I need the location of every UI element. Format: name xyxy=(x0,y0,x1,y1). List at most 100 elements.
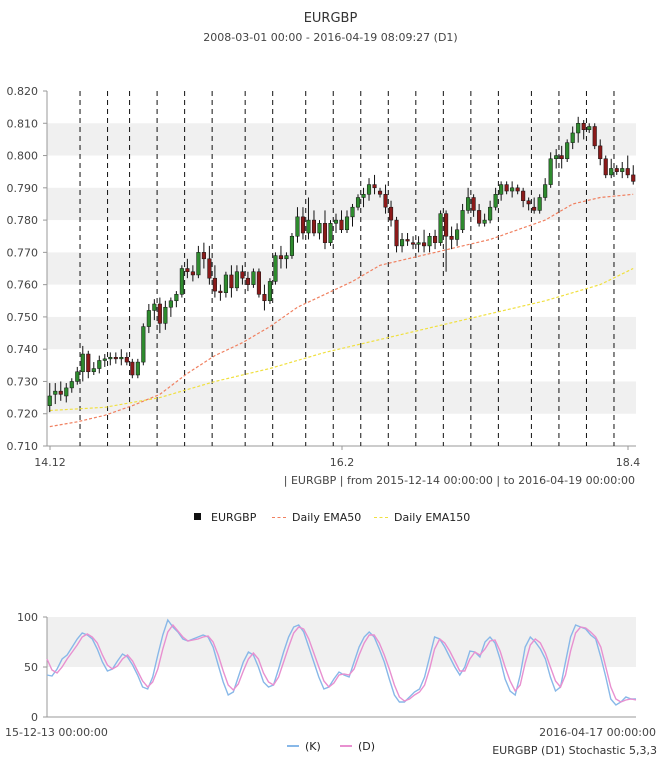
candle-body xyxy=(256,271,261,295)
candle-body xyxy=(614,168,619,172)
legend-k-swatch xyxy=(287,745,299,747)
candle-body xyxy=(466,197,471,211)
candle-body xyxy=(460,210,465,231)
candle-body xyxy=(157,303,162,324)
candle-body xyxy=(515,187,520,192)
candle-body xyxy=(69,381,74,389)
candle-body xyxy=(179,268,184,295)
y-tick-label: 0.800 xyxy=(7,150,39,163)
candle-body xyxy=(592,126,597,147)
candle-body xyxy=(58,390,63,395)
candle-body xyxy=(444,213,449,237)
candle-body xyxy=(135,361,140,376)
y-tick-label: 0.730 xyxy=(7,375,39,388)
candle-body xyxy=(609,168,614,176)
candle-body xyxy=(168,300,173,308)
candle-body xyxy=(631,174,636,182)
y-tick-label: 0.780 xyxy=(7,214,39,227)
candle-body xyxy=(603,158,608,176)
candle-body xyxy=(234,271,239,289)
candle-body xyxy=(97,360,102,369)
candle-body xyxy=(300,216,306,234)
candle-body xyxy=(377,190,383,195)
legend-price-swatch xyxy=(194,513,201,520)
candle-body xyxy=(581,123,586,130)
candle-body xyxy=(422,242,427,247)
candle-body xyxy=(488,206,493,221)
candle-body xyxy=(190,271,195,276)
candle-body xyxy=(543,184,548,198)
candle-body xyxy=(47,395,52,406)
legend-item-price: EURGBP xyxy=(194,511,256,524)
stoch-y-tick-label: 50 xyxy=(24,661,38,674)
candle-body xyxy=(333,219,339,224)
candle-body xyxy=(372,184,377,189)
candle-body xyxy=(620,168,625,172)
candle-body xyxy=(91,368,96,373)
x-tick-label: 14.12 xyxy=(34,456,66,469)
legend-k-label: (K) xyxy=(305,740,321,753)
candle-body xyxy=(411,242,416,245)
stoch-x-start-label: 15-12-13 00:00:00 xyxy=(5,726,108,739)
candle-body xyxy=(438,213,443,243)
y-tick-label: 0.740 xyxy=(7,343,39,356)
legend-price-label: EURGBP xyxy=(211,511,257,524)
candle-body xyxy=(510,187,515,192)
stoch-d-line xyxy=(46,623,637,703)
legend-ema150-swatch xyxy=(374,517,388,518)
legend-item-d: (D) xyxy=(340,740,375,753)
chart-subtitle: 2008-03-01 00:00 - 2016-04-19 08:09:27 (… xyxy=(203,31,458,44)
candle-body xyxy=(317,223,322,234)
candle-body xyxy=(251,271,256,285)
candle-body xyxy=(554,155,559,160)
candle-body xyxy=(245,277,250,285)
candle-body xyxy=(152,303,157,311)
candle-body xyxy=(141,326,146,363)
candle-body xyxy=(344,216,350,231)
candle-body xyxy=(388,206,394,221)
candle-body xyxy=(416,242,421,245)
chart-title: EURGBP xyxy=(303,11,358,26)
candle-body xyxy=(449,235,454,240)
y-tick-label: 0.820 xyxy=(7,85,39,98)
candle-body xyxy=(289,235,295,256)
x-tick-label: 16.2 xyxy=(330,456,355,469)
candle-body xyxy=(201,252,206,260)
candle-body xyxy=(433,235,438,243)
candle-body xyxy=(499,184,504,195)
candle-body xyxy=(493,194,498,208)
stoch-k-line xyxy=(46,618,636,706)
candle-body xyxy=(405,239,410,242)
candle-body xyxy=(185,268,190,272)
y-tick-label: 0.810 xyxy=(7,117,39,130)
candle-body xyxy=(102,358,107,361)
stoch-y-tick-label: 0 xyxy=(31,711,38,724)
candle-body xyxy=(504,184,509,192)
stochastic-caption: EURGBP (D1) Stochastic 5,3,3 xyxy=(492,744,657,757)
stochastic-chart: 0 50 100 15-12-13 00:00:00 2016-04-17 00:00:… xyxy=(5,611,656,739)
legend-item-ema150: Daily EMA150 xyxy=(374,511,470,524)
candle-body xyxy=(53,390,58,395)
candle-body xyxy=(218,290,223,293)
candle-body xyxy=(565,142,570,160)
candle-body xyxy=(229,274,234,289)
candle-body xyxy=(75,371,80,382)
candle-body xyxy=(207,258,212,279)
range-note: | EURGBP | from 2015-12-14 00:00:00 | to… xyxy=(283,474,635,487)
candle-body xyxy=(267,281,272,302)
candle-body xyxy=(223,274,228,293)
legend-item-k: (K) xyxy=(287,740,321,753)
y-tick-label: 0.790 xyxy=(7,182,39,195)
candle-body xyxy=(130,361,135,376)
candle-body xyxy=(521,190,526,201)
legend-d-swatch xyxy=(340,745,352,747)
candle-body xyxy=(455,229,460,240)
y-tick-label: 0.720 xyxy=(7,408,39,421)
candle-body xyxy=(537,197,542,211)
legend-ema50-swatch xyxy=(272,517,286,518)
grid-band xyxy=(47,252,636,285)
stoch-band xyxy=(47,617,636,667)
candle-body xyxy=(174,294,179,302)
ema50-line xyxy=(49,193,634,428)
stoch-y-tick-label: 100 xyxy=(17,611,38,624)
